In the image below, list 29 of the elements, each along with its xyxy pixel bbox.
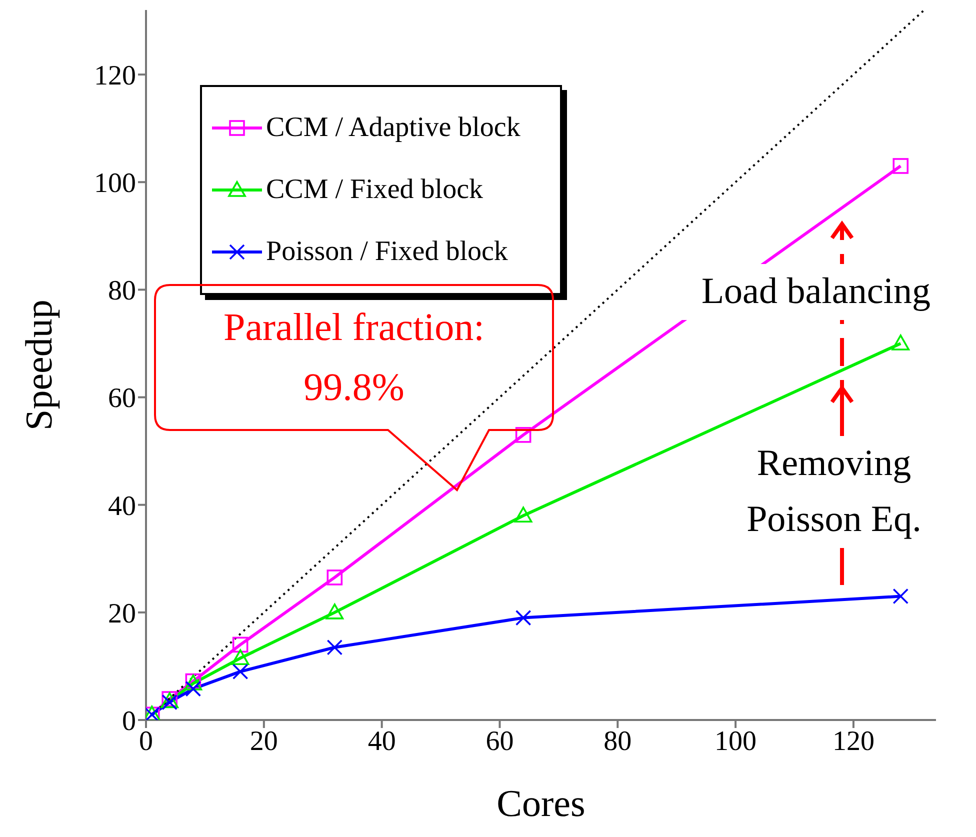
x-axis-title: Cores [496,783,586,825]
x-tick-label: 60 [486,726,514,757]
y-tick-label: 100 [94,168,136,200]
y-tick-label: 60 [108,383,136,414]
y-tick-label: 40 [108,490,136,522]
annotation: Load balancing [666,264,966,320]
point [326,604,344,620]
legend-label: CCM / Adaptive block [266,112,520,144]
x-tick-label: 100 [714,726,757,757]
x-tick-label: 120 [832,726,874,757]
legend-label: CCM / Fixed block [266,174,484,206]
point [326,570,343,586]
y-axis-title: Speedup [18,300,60,430]
legend-label: Poisson / Fixed block [266,236,508,268]
point [231,649,250,666]
x-tick-label: 20 [250,726,278,757]
point [514,506,532,523]
point [892,334,910,350]
annotation: Removing Poisson Eq. [708,436,960,548]
y-tick-label: 120 [94,60,136,92]
point [515,427,532,443]
point [892,158,909,174]
x-tick-label: 40 [368,726,396,757]
y-tick-label: 0 [122,706,136,737]
y-tick-label: 80 [108,276,136,307]
y-tick-label: 20 [108,598,136,630]
annotation: Parallel fraction: 99.8% [222,305,486,411]
point [232,636,248,653]
x-tick-label: 80 [604,726,632,757]
